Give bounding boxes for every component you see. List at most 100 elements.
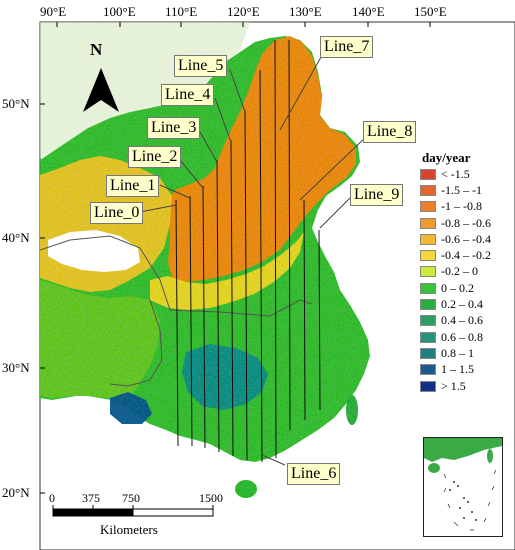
legend-item: 1 – 1.5 bbox=[420, 362, 515, 378]
hainan-island bbox=[235, 480, 257, 498]
longitude-label: 140°E bbox=[352, 4, 385, 19]
legend-item: 0.4 – 0.6 bbox=[420, 313, 515, 329]
scale-unit-label: Kilometers bbox=[100, 522, 158, 537]
transect-line-0 bbox=[175, 199, 179, 447]
line-label-9: Line_9 bbox=[350, 184, 404, 206]
scale-tick-label: 0 bbox=[49, 491, 55, 505]
longitude-label: 130°E bbox=[289, 4, 322, 19]
legend-item: -0.6 – -0.4 bbox=[420, 231, 515, 247]
legend-item: > 1.5 bbox=[420, 378, 515, 394]
legend-item: 0.6 – 0.8 bbox=[420, 329, 515, 345]
legend-label: -0.2 – 0 bbox=[441, 264, 478, 279]
latitude-label: 30°N bbox=[2, 360, 30, 375]
legend-swatch bbox=[420, 184, 436, 196]
line-label-0: Line_0 bbox=[90, 202, 144, 224]
legend-swatch bbox=[420, 282, 436, 294]
transect-line-9 bbox=[303, 199, 306, 421]
legend-swatch bbox=[420, 168, 436, 180]
legend-item: -0.4 – -0.2 bbox=[420, 247, 515, 263]
inset-map bbox=[423, 437, 503, 537]
line-label-1: Line_1 bbox=[106, 175, 160, 197]
scale-tick-label: 1500 bbox=[199, 491, 223, 505]
transect-line-7 bbox=[274, 39, 277, 459]
legend-label: 0.4 – 0.6 bbox=[441, 313, 483, 328]
legend-item: < -1.5 bbox=[420, 166, 515, 182]
legend-label: > 1.5 bbox=[441, 378, 466, 393]
scale-tick-label: 750 bbox=[122, 491, 140, 505]
legend-label: -1.5 – -1 bbox=[441, 182, 482, 197]
transect-line-10 bbox=[318, 229, 321, 411]
taiwan-island bbox=[346, 395, 358, 425]
line-label-8: Line_8 bbox=[363, 121, 417, 143]
plateau-boundary bbox=[40, 235, 313, 317]
line-label-5: Line_5 bbox=[174, 55, 228, 77]
inset-coast bbox=[424, 438, 502, 462]
legend-swatch bbox=[420, 299, 436, 311]
longitude-label: 100°E bbox=[103, 4, 136, 19]
longitude-label: 150°E bbox=[414, 4, 447, 19]
legend-label: -1 – -0.8 bbox=[441, 199, 482, 214]
central-yellow-band bbox=[150, 232, 304, 310]
latitude-label: 40°N bbox=[2, 230, 30, 245]
transect-line-3 bbox=[216, 159, 220, 453]
transect-line-4 bbox=[230, 139, 234, 457]
legend-title: day/year bbox=[422, 150, 471, 165]
legend-swatch bbox=[420, 266, 436, 278]
inset-dash-line bbox=[443, 469, 497, 531]
legend-swatch bbox=[420, 347, 436, 359]
transect-line-8 bbox=[288, 39, 291, 431]
scale-tick-label: 375 bbox=[82, 491, 100, 505]
legend: day/year < -1.5 -1.5 – -1 -1 – -0.8 -0.8 – … bbox=[420, 150, 515, 394]
line-label-4: Line_4 bbox=[161, 84, 215, 106]
legend-item: -0.2 – 0 bbox=[420, 264, 515, 280]
transect-lines bbox=[175, 39, 321, 463]
longitude-label: 110°E bbox=[165, 4, 198, 19]
legend-item: 0 – 0.2 bbox=[420, 280, 515, 296]
legend-swatch bbox=[420, 217, 436, 229]
inset-hainan bbox=[428, 463, 440, 473]
legend-swatch bbox=[420, 331, 436, 343]
north-orange-region bbox=[168, 36, 356, 282]
legend-label: < -1.5 bbox=[441, 166, 470, 181]
line-label-3: Line_3 bbox=[147, 117, 201, 139]
scale-bar-graphic bbox=[52, 505, 214, 517]
legend-label: 0.8 – 1 bbox=[441, 345, 474, 360]
longitude-label: 120°E bbox=[227, 4, 260, 19]
legend-item: -1.5 – -1 bbox=[420, 182, 515, 198]
transect-line-2 bbox=[202, 185, 206, 449]
line-label-2: Line_2 bbox=[128, 146, 182, 168]
legend-swatch bbox=[420, 233, 436, 245]
legend-item: 0.2 – 0.4 bbox=[420, 296, 515, 312]
legend-label: 0.6 – 0.8 bbox=[441, 329, 483, 344]
southwest-blue-patch bbox=[110, 392, 152, 424]
legend-label: -0.4 – -0.2 bbox=[441, 248, 491, 263]
label-leaders bbox=[139, 49, 369, 466]
legend-swatch bbox=[420, 315, 436, 327]
transect-line-6 bbox=[259, 69, 263, 463]
line-label-6: Line_6 bbox=[287, 463, 341, 485]
north-arrow-icon bbox=[83, 68, 119, 112]
inset-taiwan bbox=[487, 449, 493, 463]
desert-area bbox=[48, 230, 140, 272]
latitude-label: 50°N bbox=[2, 96, 30, 111]
legend-swatch bbox=[420, 201, 436, 213]
legend-item: -1 – -0.8 bbox=[420, 199, 515, 215]
legend-swatch bbox=[420, 380, 436, 392]
north-letter: N bbox=[90, 40, 103, 59]
western-plateau-region bbox=[40, 280, 160, 404]
transect-line-1 bbox=[189, 195, 193, 447]
inset-islands bbox=[449, 481, 477, 521]
line-label-7: Line_7 bbox=[320, 36, 374, 58]
legend-items: < -1.5 -1.5 – -1 -1 – -0.8 -0.8 – -0.6 -0.6 … bbox=[420, 166, 515, 394]
legend-item: 0.8 – 1 bbox=[420, 345, 515, 361]
latitude-label: 20°N bbox=[2, 485, 30, 500]
subregion-boundary bbox=[109, 299, 163, 387]
longitude-label: 90°E bbox=[40, 4, 67, 19]
legend-label: 0 – 0.2 bbox=[441, 280, 474, 295]
legend-item: -0.8 – -0.6 bbox=[420, 215, 515, 231]
legend-label: 1 – 1.5 bbox=[441, 362, 474, 377]
legend-label: -0.6 – -0.4 bbox=[441, 231, 491, 246]
legend-label: -0.8 – -0.6 bbox=[441, 215, 491, 230]
legend-label: 0.2 – 0.4 bbox=[441, 297, 483, 312]
graticule-ticks bbox=[40, 22, 431, 494]
